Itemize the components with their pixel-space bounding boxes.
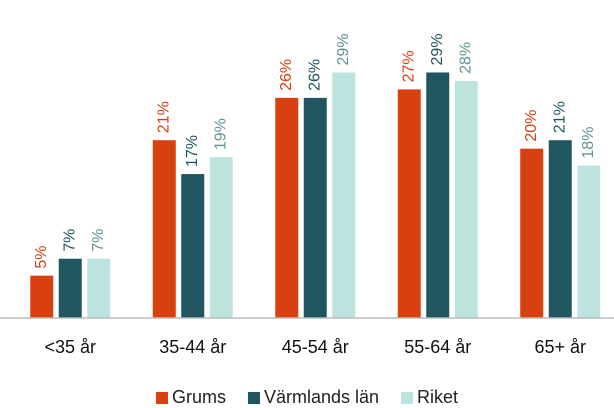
bar <box>87 258 111 318</box>
x-tick-label: 55-64 år <box>404 337 471 357</box>
value-label: 29% <box>429 33 446 65</box>
bar <box>520 148 544 318</box>
legend-label: Grums <box>172 387 226 407</box>
value-label: 21% <box>551 101 568 133</box>
value-label: 17% <box>184 135 201 167</box>
value-label: 26% <box>278 59 295 91</box>
value-label: 26% <box>306 59 323 91</box>
x-tick-label: 65+ år <box>534 337 586 357</box>
value-label: 7% <box>90 229 107 252</box>
x-tick-label: 35-44 år <box>159 337 226 357</box>
value-label: 28% <box>457 42 474 74</box>
bar <box>332 72 356 318</box>
value-label: 20% <box>523 110 540 142</box>
bar <box>152 140 176 318</box>
x-tick-label: <35 år <box>44 337 96 357</box>
legend-swatch <box>155 392 168 404</box>
value-label: 7% <box>61 229 78 252</box>
value-label: 5% <box>33 246 50 269</box>
bar <box>454 80 478 318</box>
value-label: 21% <box>155 101 172 133</box>
bar <box>209 157 233 318</box>
legend-label: Riket <box>417 387 458 407</box>
x-tick-label: 45-54 år <box>282 337 349 357</box>
value-label: 29% <box>335 33 352 65</box>
bar <box>548 140 572 318</box>
legend-swatch <box>247 392 260 404</box>
bar <box>577 165 601 318</box>
bar <box>303 97 327 318</box>
bar <box>397 89 421 319</box>
legend-swatch <box>401 392 414 404</box>
value-label: 19% <box>212 118 229 150</box>
value-label: 18% <box>580 127 597 159</box>
value-label: 27% <box>400 50 417 82</box>
legend-label: Värmlands län <box>264 387 379 407</box>
bar <box>30 275 54 318</box>
bar <box>181 174 205 318</box>
bar <box>58 258 82 318</box>
bar <box>275 97 299 318</box>
bar <box>426 72 450 318</box>
